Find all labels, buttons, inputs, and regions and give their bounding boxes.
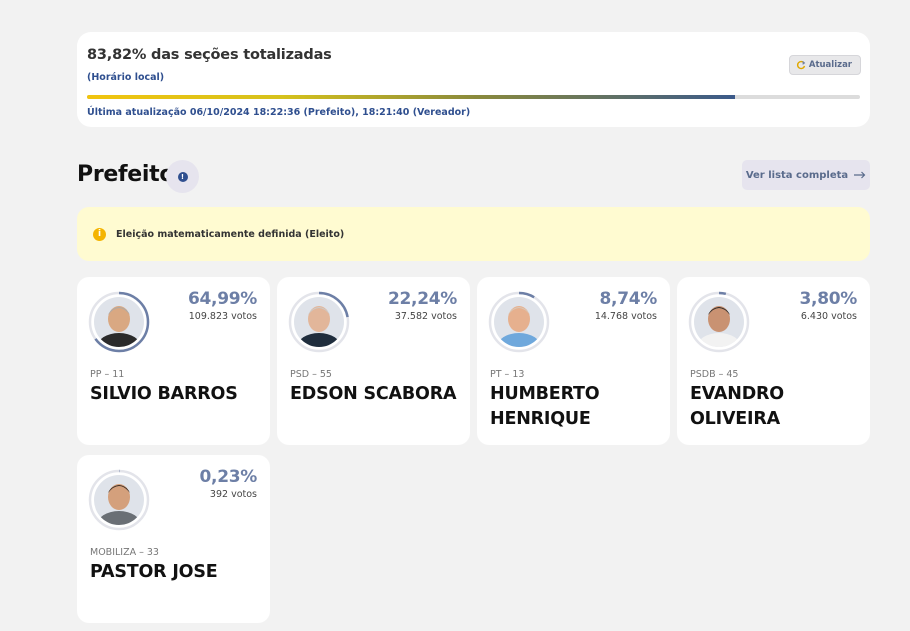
vote-share-ring: [688, 291, 750, 353]
refresh-button[interactable]: Atualizar: [788, 55, 861, 75]
vote-share-ring: [88, 291, 150, 353]
party-number: PP – 11: [90, 369, 125, 380]
party-number: PT – 13: [490, 369, 525, 380]
progress-fill: [87, 95, 735, 99]
view-full-list-button[interactable]: Ver lista completa: [742, 160, 870, 190]
totalization-status-card: 83,82% das seções totalizadas (Horário l…: [77, 32, 870, 127]
candidate-card[interactable]: 0,23% 392 votos MOBILIZA – 33 PASTOR JOSE: [77, 455, 270, 623]
info-circle-icon: i: [93, 227, 106, 241]
totalization-progress-bar: [87, 95, 860, 99]
candidate-photo: [494, 297, 544, 347]
vote-share-ring: [488, 291, 550, 353]
ring-arc: [88, 469, 150, 531]
view-full-list-label: Ver lista completa: [745, 169, 849, 181]
candidate-photo: [94, 297, 144, 347]
totalization-title: 83,82% das seções totalizadas: [87, 47, 332, 63]
party-number: PSDB – 45: [690, 369, 739, 380]
vote-percentage: 22,24%: [387, 289, 457, 309]
vote-count: 14.768 votos: [594, 311, 657, 322]
party-number: PSD – 55: [290, 369, 332, 380]
candidate-name: PASTOR JOSE: [90, 562, 218, 582]
vote-percentage: 3,80%: [799, 289, 858, 309]
ring-arc: [288, 291, 350, 353]
vote-count: 392 votos: [209, 489, 257, 500]
vote-count: 109.823 votos: [188, 311, 257, 322]
local-time-note: (Horário local): [87, 72, 165, 83]
candidate-photo: [94, 475, 144, 525]
vote-count: 37.582 votos: [394, 311, 457, 322]
candidate-card[interactable]: 22,24% 37.582 votos PSD – 55 EDSON SCABORA: [277, 277, 470, 445]
ring-arc: [688, 291, 750, 353]
vote-percentage: 8,74%: [599, 289, 658, 309]
candidate-photo: [694, 297, 744, 347]
arrow-right-icon: [854, 171, 866, 179]
vote-percentage: 64,99%: [187, 289, 257, 309]
candidate-photo: [294, 297, 344, 347]
party-number: MOBILIZA – 33: [90, 547, 159, 558]
candidate-card[interactable]: 3,80% 6.430 votos PSDB – 45 EVANDRO OLIVEIR…: [677, 277, 870, 445]
ring-arc: [88, 291, 150, 353]
vote-count: 6.430 votos: [800, 311, 857, 322]
ring-arc: [488, 291, 550, 353]
vote-share-ring: [288, 291, 350, 353]
candidate-name: SILVIO BARROS: [90, 384, 238, 404]
info-icon: !: [177, 171, 188, 182]
candidate-name: HUMBERTO HENRIQUE: [490, 384, 600, 429]
last-update-text: Última atualização 06/10/2024 18:22:36 (…: [87, 107, 471, 118]
candidate-name: EVANDRO OLIVEIRA: [690, 384, 784, 429]
candidate-card[interactable]: 64,99% 109.823 votos PP – 11 SILVIO BARROS: [77, 277, 270, 445]
election-defined-alert: i Eleição matematicamente definida (Elei…: [77, 207, 870, 261]
refresh-label: Atualizar: [808, 60, 852, 70]
candidate-name: EDSON SCABORA: [290, 384, 457, 404]
info-button[interactable]: !: [166, 160, 199, 193]
vote-percentage: 0,23%: [199, 467, 258, 487]
refresh-icon: [796, 60, 806, 70]
vote-share-ring: [88, 469, 150, 531]
section-title: Prefeito: [77, 162, 175, 187]
alert-text: Eleição matematicamente definida (Eleito…: [116, 228, 345, 240]
candidate-card[interactable]: 8,74% 14.768 votos PT – 13 HUMBERTO HENRIQU…: [477, 277, 670, 445]
